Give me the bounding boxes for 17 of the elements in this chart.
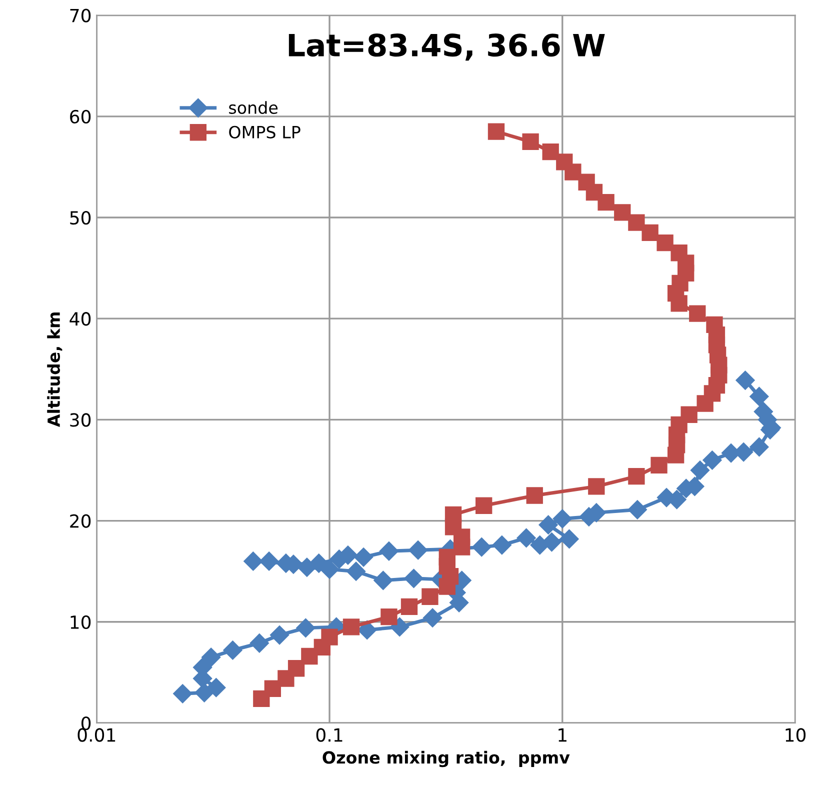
y-tick-label: 70	[70, 8, 91, 22]
x-tick-label: 1	[558, 728, 566, 742]
y-tick-label: 0	[81, 716, 91, 730]
y-tick-label: 30	[70, 413, 91, 427]
x-tick-label: 10	[786, 728, 806, 742]
y-tick-label: 60	[70, 110, 91, 124]
y-tick-label: 20	[70, 514, 91, 528]
x-tick-label: 0.01	[78, 728, 116, 742]
y-tick-label: 50	[70, 210, 91, 225]
y-tick-label: 40	[70, 312, 91, 326]
y-axis-title: Altitude, km	[47, 312, 62, 428]
y-tick-label: 10	[70, 615, 91, 630]
x-axis-title: Ozone mixing ratio, ppmv	[322, 750, 570, 768]
text: Lat=83.4S, 36.6 W	[288, 34, 605, 61]
legend-label: sonde	[229, 101, 278, 114]
x-tick-label: 0.1	[316, 728, 342, 742]
legend-label: OMPS LP	[229, 126, 300, 138]
